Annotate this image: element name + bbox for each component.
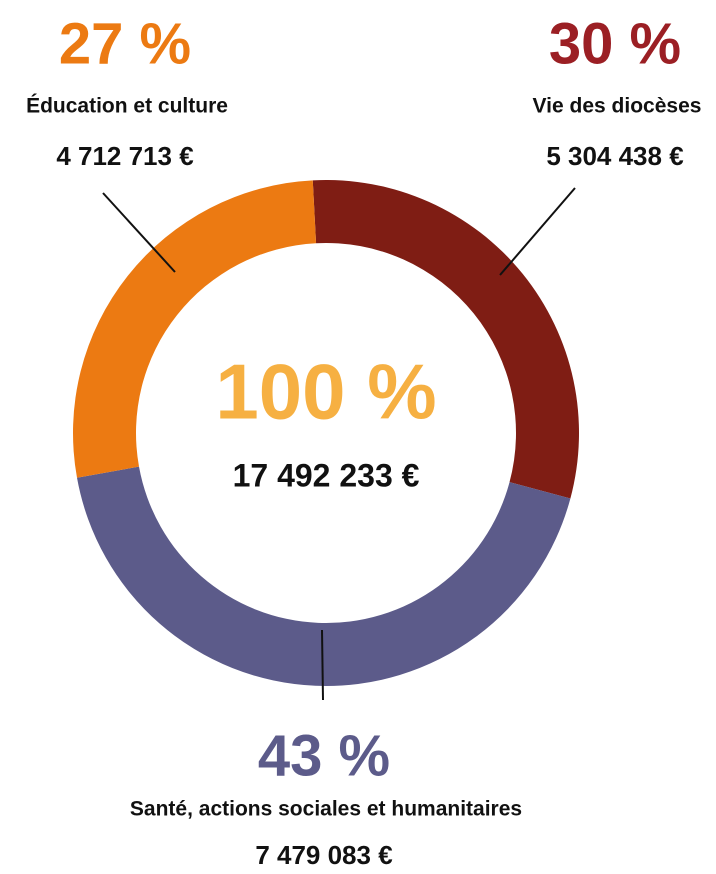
center-label: 100 % (215, 348, 436, 436)
amount-label: 7 479 083 € (255, 840, 392, 870)
percent-label: 43 % (258, 723, 390, 788)
leader-line (102, 192, 176, 273)
leader-line (321, 629, 324, 701)
category-label: Santé, actions sociales et humanitaires (130, 798, 522, 821)
amount-label: 4 712 713 € (56, 141, 193, 171)
leader-line (499, 187, 576, 276)
category-label: Vie des diocèses (533, 95, 702, 118)
center-amount: 17 492 233 € (233, 457, 420, 493)
donut-slice (73, 180, 317, 478)
donut-slice (312, 180, 580, 499)
amount-label: 5 304 438 € (546, 141, 683, 171)
donut-slice (76, 466, 571, 686)
category-label: Éducation et culture (26, 95, 228, 118)
percent-label: 27 % (59, 11, 191, 76)
percent-label: 30 % (549, 11, 681, 76)
